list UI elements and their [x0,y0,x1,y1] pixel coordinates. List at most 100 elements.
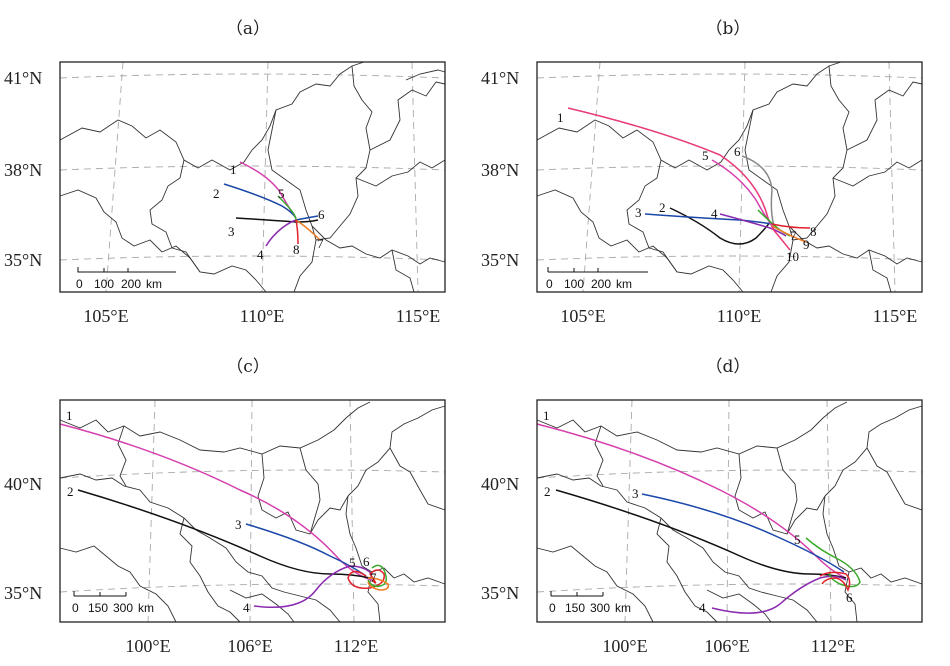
panel-c-scale-0: 0 [72,601,79,615]
panel-c-title: （c） [226,357,270,377]
panel-a-lon-labels: 105°E 110°E 115°E [83,306,440,326]
panel-b-trajectory-1 [567,107,777,233]
panel-d-trajectory-6 [819,571,851,593]
panel-a-label-8: 8 [293,242,300,257]
panel-a-lat-38: 38°N [4,160,42,180]
panel-a-label-1: 1 [230,162,237,177]
panel-b-lon-115: 115°E [873,306,918,326]
panel-b-trajectory-8 [771,223,811,229]
panel-b-label-3: 3 [635,205,642,220]
panel-b-label-2: 2 [659,200,666,215]
panel-a-label-5: 5 [278,186,285,201]
panel-d: （d） [481,357,923,656]
panel-c-trajectory-7 [367,577,390,591]
panel-b-label-10: 10 [786,249,799,264]
panel-a-title: （a） [226,19,270,39]
panel-c-scale-unit: km [138,601,154,615]
panel-c-trajectory-5 [347,569,385,590]
panel-a-label-4: 4 [257,247,264,262]
panel-d-trajectory-1 [536,423,847,579]
panel-a: （a） [4,19,446,326]
panel-a-trajectory-7 [295,219,321,241]
panel-d-trajectory-labels: 1 2 3 4 5 6 [543,408,853,615]
panel-d-label-3: 3 [632,486,639,501]
panel-b-label-9: 9 [803,237,810,252]
panel-d-lon-100: 100°E [602,636,647,656]
panel-a-lat-35: 35°N [4,250,42,270]
panel-d-lon-106: 106°E [704,636,749,656]
panel-a-map: 1 2 3 4 5 6 7 8 0 100 200 km [59,61,446,293]
panel-a-label-2: 2 [213,186,220,201]
panel-a-lon-115: 115°E [396,306,441,326]
panel-c-province-borders [59,401,446,623]
panel-c-lon-112: 112°E [334,636,379,656]
panel-d-trajectory-3 [641,493,845,573]
panel-a-graticule [59,61,446,293]
panel-c-label-4: 4 [243,600,250,615]
panel-d-scale-2: 300 [590,601,610,615]
panel-d-scale-bar: 0 150 300 km [549,591,631,615]
panel-b: （b） [481,19,923,326]
panel-c-trajectory-2 [77,489,371,579]
panel-b-trajectories [567,107,811,251]
panel-b-lon-labels: 105°E 110°E 115°E [560,306,917,326]
panel-c-trajectory-6 [367,564,387,588]
panel-d-graticule [536,399,923,623]
panel-d-map: 1 2 3 4 5 6 0 150 300 km [536,399,923,623]
panel-c-label-6: 6 [363,554,370,569]
panel-b-label-8: 8 [810,224,817,239]
panel-b-scale-bar: 0 100 200 km [546,267,648,291]
panel-d-scale-1: 150 [565,601,585,615]
panel-c-scale-1: 150 [88,601,108,615]
panel-b-label-7: 7 [790,228,797,243]
panel-c-lon-100: 100°E [125,636,170,656]
panel-c-map: 1 2 3 4 5 6 7 0 150 300 km [59,399,446,623]
panel-b-lon-105: 105°E [560,306,605,326]
panel-a-scale-bar: 0 100 200 km [76,267,176,291]
panel-a-province-borders [59,61,446,293]
panel-d-trajectory-4 [711,575,847,614]
panel-d-label-2: 2 [544,484,551,499]
panel-c-label-7: 7 [370,570,377,585]
panel-d-label-5: 5 [794,532,801,547]
panel-c-trajectories [59,423,390,609]
panel-b-label-6: 6 [734,144,741,159]
panel-a-trajectories [223,161,321,247]
panel-b-title: （b） [706,19,751,39]
panel-b-map: 1 2 3 4 5 6 7 8 9 10 0 100 200 km [536,61,923,293]
panel-d-lat-40: 40°N [481,474,519,494]
panel-d-trajectory-2 [555,489,847,579]
panel-a-scale-0: 0 [76,277,83,291]
panel-b-label-1: 1 [557,110,564,125]
panel-c-lat-40: 40°N [4,474,42,494]
panel-b-lat-41: 41°N [481,68,519,88]
panel-b-trajectory-4 [719,213,787,237]
panel-a-lat-41: 41°N [4,68,42,88]
panel-c-scale-2: 300 [113,601,133,615]
panel-b-trajectory-2 [669,207,771,245]
panel-d-title: （d） [706,357,751,377]
panel-d-label-6: 6 [846,590,853,605]
panel-b-trajectory-labels: 1 2 3 4 5 6 7 8 9 10 [557,110,817,264]
panel-d-scale-0: 0 [549,601,556,615]
panel-c-trajectory-4 [253,565,373,609]
panel-b-lon-110: 110°E [717,306,762,326]
panel-b-scale-unit: km [616,277,632,291]
panel-c-label-2: 2 [67,484,74,499]
panel-d-lon-112: 112°E [811,636,856,656]
panel-a-scale-1: 100 [94,277,114,291]
panel-c-trajectory-3 [245,523,367,577]
panel-d-trajectory-5 [805,537,861,588]
panel-a-trajectory-6 [295,215,319,221]
panel-d-lat-35: 35°N [481,583,519,603]
panel-c-lon-labels: 100°E 106°E 112°E [125,636,378,656]
panel-a-label-3: 3 [228,224,235,239]
panel-b-frame [536,61,923,293]
panel-a-trajectory-2 [223,183,297,219]
panel-b-lat-labels: 41°N 38°N 35°N [481,68,519,270]
panel-a-trajectory-5 [277,195,297,221]
panel-a-trajectory-4 [265,219,297,247]
panel-b-trajectory-6 [741,155,775,227]
panel-a-frame [59,61,446,293]
panel-b-scale-2: 200 [591,277,611,291]
